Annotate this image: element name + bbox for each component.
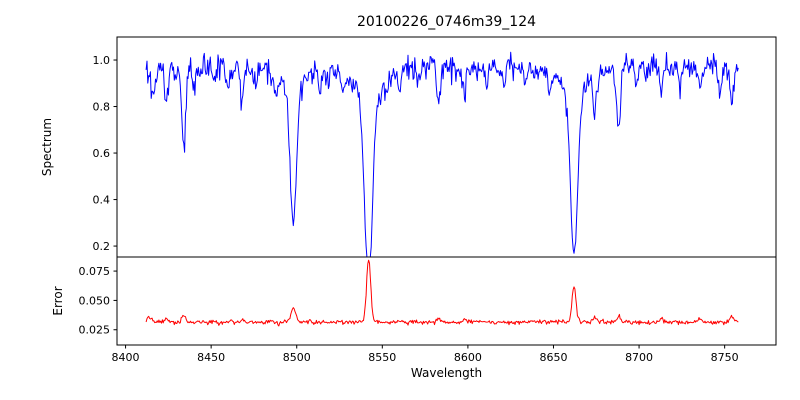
y-tick-label-error: 0.025 — [79, 324, 111, 337]
x-tick-label: 8650 — [539, 351, 567, 364]
x-axis-label: Wavelength — [410, 366, 483, 380]
y-tick-label-spectrum: 0.8 — [93, 101, 111, 114]
chart-title: 20100226_0746m39_124 — [356, 14, 537, 30]
x-tick-label: 8550 — [368, 351, 396, 364]
y-tick-label-spectrum: 0.4 — [93, 194, 111, 207]
y-tick-label-error: 0.075 — [79, 265, 111, 278]
y-tick-label-error: 0.050 — [79, 294, 111, 307]
x-tick-label: 8700 — [625, 351, 653, 364]
x-tick-label: 8600 — [454, 351, 482, 364]
x-tick-label: 8500 — [283, 351, 311, 364]
y-axis-label-error: Error — [51, 286, 65, 316]
x-tick-label: 8450 — [197, 351, 225, 364]
x-tick-label: 8750 — [711, 351, 739, 364]
plot-area-error — [116, 256, 777, 346]
spectrum-line — [145, 51, 739, 257]
y-tick-label-spectrum: 0.2 — [93, 240, 111, 253]
y-tick-label-spectrum: 1.0 — [93, 54, 111, 67]
x-tick-label: 8400 — [112, 351, 140, 364]
y-axis-label-spectrum: Spectrum — [40, 117, 54, 177]
y-tick-label-spectrum: 0.6 — [93, 147, 111, 160]
error-line — [145, 259, 739, 327]
